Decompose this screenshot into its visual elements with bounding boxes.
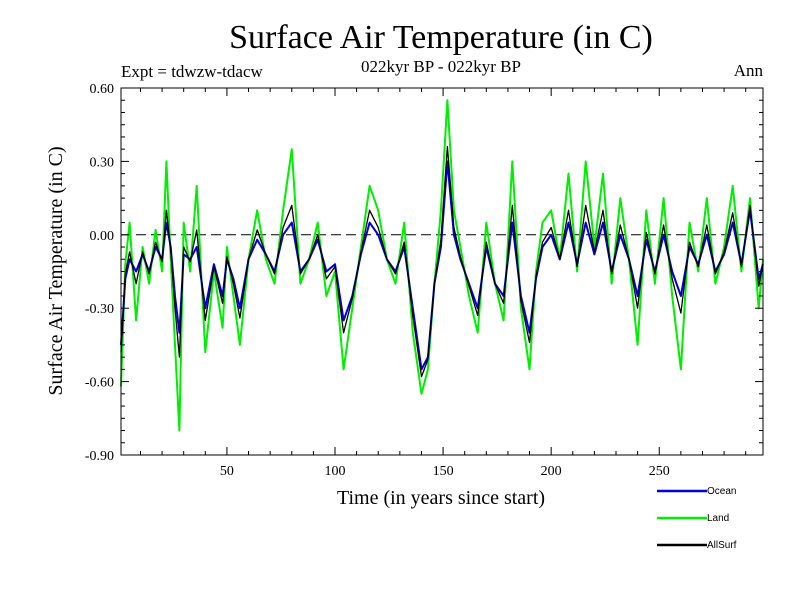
series-line-land xyxy=(120,99,764,432)
y-tick-label: 0.00 xyxy=(90,229,115,244)
x-axis-label: Time (in years since start) xyxy=(337,487,545,509)
x-axis-ticks: 50 100 150 200 250 xyxy=(139,88,747,479)
x-tick-label: 150 xyxy=(433,464,454,479)
chart-title: Surface Air Temperature (in C) xyxy=(229,19,653,56)
series-lines xyxy=(120,99,764,432)
series-line-ocean xyxy=(120,160,764,371)
plot-frame xyxy=(120,87,764,456)
y-tick-label: -0.60 xyxy=(85,376,114,391)
x-tick-label: 100 xyxy=(325,464,346,479)
legend-label-land: Land xyxy=(707,513,729,524)
y-tick-label: -0.90 xyxy=(85,449,114,464)
experiment-label: Expt = tdwzw-tdacw xyxy=(121,62,263,81)
y-axis-ticks: -0.90 -0.60 -0.30 0.00 0.30 0.60 xyxy=(85,82,763,464)
x-tick-label: 200 xyxy=(541,464,562,479)
season-label: Ann xyxy=(734,61,764,80)
legend-label-ocean: Ocean xyxy=(707,486,736,497)
legend-label-allsurf: AllSurf xyxy=(707,540,737,551)
x-tick-label: 50 xyxy=(220,464,234,479)
series-line-allsurf xyxy=(120,146,764,378)
y-tick-label: -0.30 xyxy=(85,302,114,317)
x-tick-label: 250 xyxy=(649,464,670,479)
y-tick-label: 0.30 xyxy=(90,155,115,170)
y-tick-label: 0.60 xyxy=(90,82,115,97)
y-axis-label: Surface Air Temperature (in C) xyxy=(45,146,67,395)
chart-subtitle: 022kyr BP - 022kyr BP xyxy=(361,57,521,76)
chart-legend: Ocean Land AllSurf xyxy=(657,486,737,551)
